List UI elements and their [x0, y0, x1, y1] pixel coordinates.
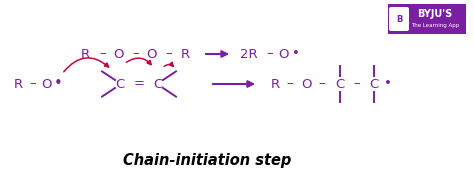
Text: Chain-initiation step: Chain-initiation step [123, 153, 291, 167]
Text: O: O [42, 78, 52, 90]
Text: C: C [369, 78, 379, 90]
Text: •: • [54, 76, 63, 92]
Text: C: C [115, 78, 125, 90]
Text: R: R [13, 78, 23, 90]
Text: –: – [30, 78, 36, 90]
Text: R: R [271, 78, 280, 90]
Text: 2R: 2R [240, 48, 258, 60]
Text: The Learning App: The Learning App [411, 23, 459, 27]
Text: B: B [396, 15, 402, 23]
Text: –: – [319, 78, 325, 90]
Text: •: • [384, 78, 392, 90]
FancyBboxPatch shape [389, 7, 409, 31]
Text: =: = [134, 78, 145, 90]
Text: –: – [100, 48, 106, 60]
Text: R: R [81, 48, 90, 60]
Text: –: – [287, 78, 293, 90]
FancyBboxPatch shape [388, 4, 466, 34]
Text: O: O [147, 48, 157, 60]
Text: C: C [154, 78, 163, 90]
Text: O: O [114, 48, 124, 60]
Text: O: O [302, 78, 312, 90]
Text: –: – [133, 48, 139, 60]
Text: C: C [336, 78, 345, 90]
Text: –: – [354, 78, 360, 90]
Text: –: – [267, 48, 273, 60]
Text: O: O [279, 48, 289, 60]
Text: •: • [292, 48, 300, 60]
Text: R: R [181, 48, 190, 60]
Text: BYJU'S: BYJU'S [418, 9, 453, 19]
Text: –: – [166, 48, 173, 60]
